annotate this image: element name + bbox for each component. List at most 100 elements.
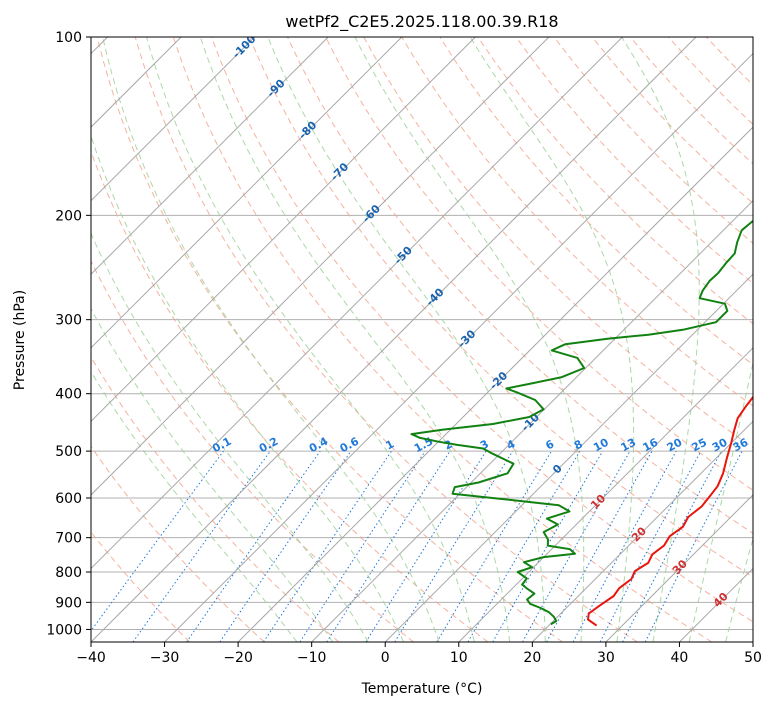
data-series (410, 219, 753, 627)
moist-adiabat-line (725, 536, 753, 642)
isotherm-line (384, 273, 753, 642)
mixing-ratio-line (186, 450, 321, 642)
dry-adiabat-line (172, 37, 713, 642)
moist-adiabat-line (146, 37, 475, 642)
y-tick-label: 700 (55, 531, 82, 547)
dry-adiabat-line (134, 37, 638, 642)
isotherm-line (679, 567, 753, 642)
x-tick-label: 50 (744, 650, 762, 666)
isotherm-line (91, 37, 329, 275)
mixing-ratio-label: 13 (619, 436, 639, 455)
dry-adiabat-line (287, 37, 753, 534)
x-tick-label: 0 (381, 650, 390, 666)
x-tick-label: 30 (597, 650, 615, 666)
mixing-ratio-line (599, 450, 702, 642)
temperature-profile-line (587, 395, 753, 627)
isotherm-line (91, 37, 697, 642)
isotherm-label: -50 (392, 244, 415, 267)
mixing-ratio-label: 30 (710, 436, 730, 455)
dry-adiabat-line (91, 445, 265, 642)
moist-adiabat-line (469, 37, 635, 642)
x-tick-label: −40 (76, 650, 106, 666)
dry-adiabat-line (705, 37, 753, 86)
mixing-ratio-line (263, 450, 392, 642)
mixing-ratio-line (326, 450, 451, 642)
dry-adiabat-line (553, 37, 753, 244)
x-axis: −40 −30 −20 −10 0 10 20 30 40 50 (76, 642, 762, 666)
moist-adiabat-line (199, 37, 511, 642)
isotherm-line (605, 494, 753, 642)
moist-adiabats (91, 37, 753, 642)
isotherm-line (91, 37, 623, 570)
mixing-ratio-line (644, 450, 743, 642)
mixing-ratio-label: 16 (641, 436, 661, 455)
y-tick-label: 400 (55, 387, 82, 403)
x-tick-label: −10 (297, 650, 327, 666)
moist-adiabat-line (267, 37, 546, 642)
y-tick-label: 300 (55, 313, 82, 329)
mixing-ratio-line (546, 450, 653, 642)
dry-adiabat-line (91, 356, 340, 642)
mixing-ratio-label: 1 (383, 437, 396, 452)
dry-adiabat-line (91, 150, 489, 642)
isotherm-line (164, 52, 753, 642)
mixing-ratio-label: 0.4 (307, 435, 331, 456)
y-tick-label: 900 (55, 595, 82, 611)
dry-adiabat-line (210, 37, 753, 623)
y-tick-label: 600 (55, 491, 82, 507)
mixing-ratio-line (299, 450, 426, 642)
moist-adiabat-line (91, 134, 405, 642)
mixing-ratio-labels: 0.1 0.2 0.4 0.6 1 1.5 2 3 4 6 8 10 13 16 20 25 30 36 (210, 435, 750, 456)
x-tick-label: 10 (450, 650, 468, 666)
mixing-ratio-line (572, 450, 677, 642)
mixing-ratio-line (492, 450, 604, 642)
isotherm-label: -70 (328, 160, 351, 183)
dewpoint-profile-line (410, 219, 753, 626)
moist-adiabat-line (354, 37, 585, 642)
y-tick-label: 100 (55, 30, 82, 46)
y-tick-label: 500 (55, 444, 82, 460)
y-tick-label: 1000 (46, 622, 82, 638)
x-tick-label: 40 (671, 650, 689, 666)
mixing-ratio-label: 6 (543, 437, 556, 452)
isotherm-label: -30 (455, 327, 478, 350)
mixing-ratio-lines (91, 450, 743, 642)
moist-adiabat-line (621, 37, 700, 642)
moist-adiabat-line (91, 232, 369, 642)
moist-adiabat-line (91, 370, 298, 642)
isotherm-label: -90 (264, 77, 287, 100)
isotherm-label: -10 (519, 411, 542, 434)
isotherm-line (91, 37, 476, 423)
skewed-isotherms (91, 37, 753, 642)
mixing-ratio-line (436, 450, 552, 642)
moist-adiabat-line (91, 307, 334, 642)
dry-adiabat-line (515, 37, 753, 284)
plot-area: -100-90-80-70-60-50-40-30-20-10010203040… (91, 37, 753, 642)
isotherm-label: 40 (711, 590, 731, 610)
mixing-ratio-label: 25 (689, 436, 709, 455)
mixing-ratio-line (219, 450, 352, 642)
mixing-ratio-line (91, 450, 224, 632)
x-axis-label: Temperature (°C) (361, 681, 483, 697)
mixing-ratio-label: 36 (731, 436, 751, 455)
y-axis-label: Pressure (hPa) (12, 290, 28, 390)
y-tick-label: 800 (55, 565, 82, 581)
x-tick-label: −20 (223, 650, 253, 666)
mixing-ratio-label: 20 (665, 436, 685, 455)
x-tick-label: −30 (150, 650, 180, 666)
mixing-ratio-label: 10 (591, 436, 611, 455)
plot-frame (90, 36, 754, 643)
isotherm-line (311, 199, 753, 642)
isotherm-line (531, 420, 753, 642)
isobar-grid (91, 37, 753, 630)
moist-adiabat-line (102, 37, 440, 642)
isotherm-line (91, 37, 550, 496)
y-tick-label: 200 (55, 208, 82, 224)
moist-adiabat-line (688, 360, 753, 642)
mixing-ratio-line (467, 450, 581, 642)
isotherm-line (91, 37, 403, 349)
dry-adiabat-line (96, 37, 563, 642)
mixing-ratio-line (132, 450, 271, 642)
